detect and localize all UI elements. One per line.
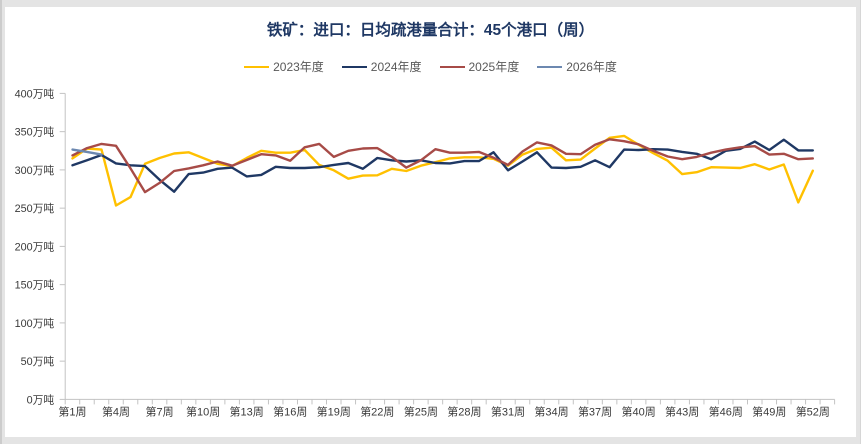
- x-axis-label: 第46周: [709, 405, 743, 419]
- legend-swatch-icon: [341, 65, 367, 69]
- legend-label: 2025年度: [468, 60, 520, 74]
- x-axis-label: 第28周: [447, 405, 481, 419]
- x-axis-label: 第31周: [491, 405, 525, 419]
- y-axis-label: 0万吨: [27, 393, 55, 406]
- y-axis-label: 250万吨: [15, 202, 55, 215]
- x-axis-label: 第22周: [360, 405, 394, 419]
- axis-lines: [64, 93, 835, 400]
- y-axis-label: 50万吨: [21, 355, 55, 368]
- series-line-2023年度: [71, 134, 814, 207]
- legend-label: 2024年度: [370, 60, 422, 74]
- x-axis-label: 第16周: [273, 405, 307, 419]
- legend-label: 2023年度: [273, 60, 324, 74]
- x-axis-label: 第40周: [621, 405, 655, 419]
- y-axis-label: 300万吨: [15, 164, 55, 177]
- legend-swatch-icon: [244, 65, 270, 69]
- legend-item-2026年度: 2026年度: [537, 58, 617, 76]
- legend-item-2024年度: 2024年度: [341, 58, 422, 76]
- x-axis-label: 第34周: [534, 405, 568, 419]
- y-axis-label: 150万吨: [15, 279, 55, 292]
- x-axis-label: 第1周: [58, 405, 86, 419]
- chart-title: 铁矿：进口：日均疏港量合计：45个港口（周）: [266, 22, 595, 39]
- x-axis-label: 第13周: [230, 405, 264, 419]
- y-axis-label: 200万吨: [15, 240, 55, 253]
- series-line-2026年度: [71, 148, 103, 156]
- series-line-2025年度: [71, 138, 814, 194]
- y-axis-label: 100万吨: [15, 317, 55, 330]
- legend-item-2023年度: 2023年度: [244, 58, 324, 76]
- series-line-2024年度: [71, 138, 814, 193]
- legend-swatch-icon: [439, 65, 465, 69]
- legend-swatch-icon: [537, 65, 563, 69]
- x-axis-label: 第10周: [186, 405, 220, 419]
- legend-item-2025年度: 2025年度: [439, 58, 520, 76]
- x-axis-label: 第43周: [665, 405, 699, 419]
- x-axis-label: 第25周: [404, 405, 438, 419]
- x-axis-label: 第19周: [317, 405, 351, 419]
- y-axis-label: 350万吨: [15, 126, 55, 139]
- chart-legend: 2023年度 2024年度 2025年度 2026年度: [5, 58, 856, 76]
- x-axis-label: 第4周: [102, 405, 130, 419]
- x-axis-label: 第7周: [145, 405, 173, 419]
- y-axis-label: 400万吨: [15, 87, 55, 100]
- x-axis-label: 第52周: [796, 405, 830, 419]
- chart-card: 铁矿：进口：日均疏港量合计：45个港口（周） 2023年度 2024年度 2025年…: [5, 7, 856, 437]
- legend-label: 2026年度: [566, 60, 617, 74]
- x-axis-label: 第49周: [752, 405, 786, 419]
- window-left-edge: [0, 0, 2, 444]
- x-axis-label: 第37周: [578, 405, 612, 419]
